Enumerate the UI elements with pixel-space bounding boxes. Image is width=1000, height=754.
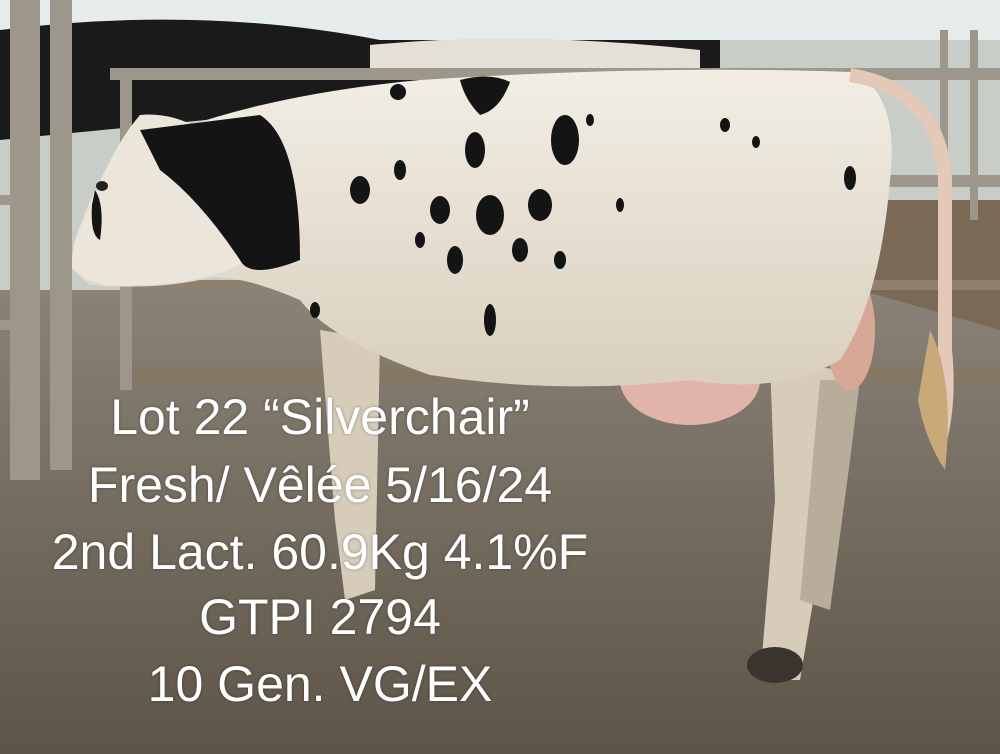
caption-generations: 10 Gen. VG/EX bbox=[147, 656, 493, 712]
cow-spots bbox=[310, 76, 856, 336]
caption-lactation: 2nd Lact. 60.9Kg 4.1%F bbox=[51, 524, 589, 580]
caption-lot: Lot 22 “Silverchair” bbox=[110, 389, 530, 445]
caption-gtpi: GTPI 2794 bbox=[199, 589, 441, 645]
cow-legs bbox=[320, 330, 860, 680]
caption-fresh-date: Fresh/ Vêlée 5/16/24 bbox=[87, 457, 553, 513]
